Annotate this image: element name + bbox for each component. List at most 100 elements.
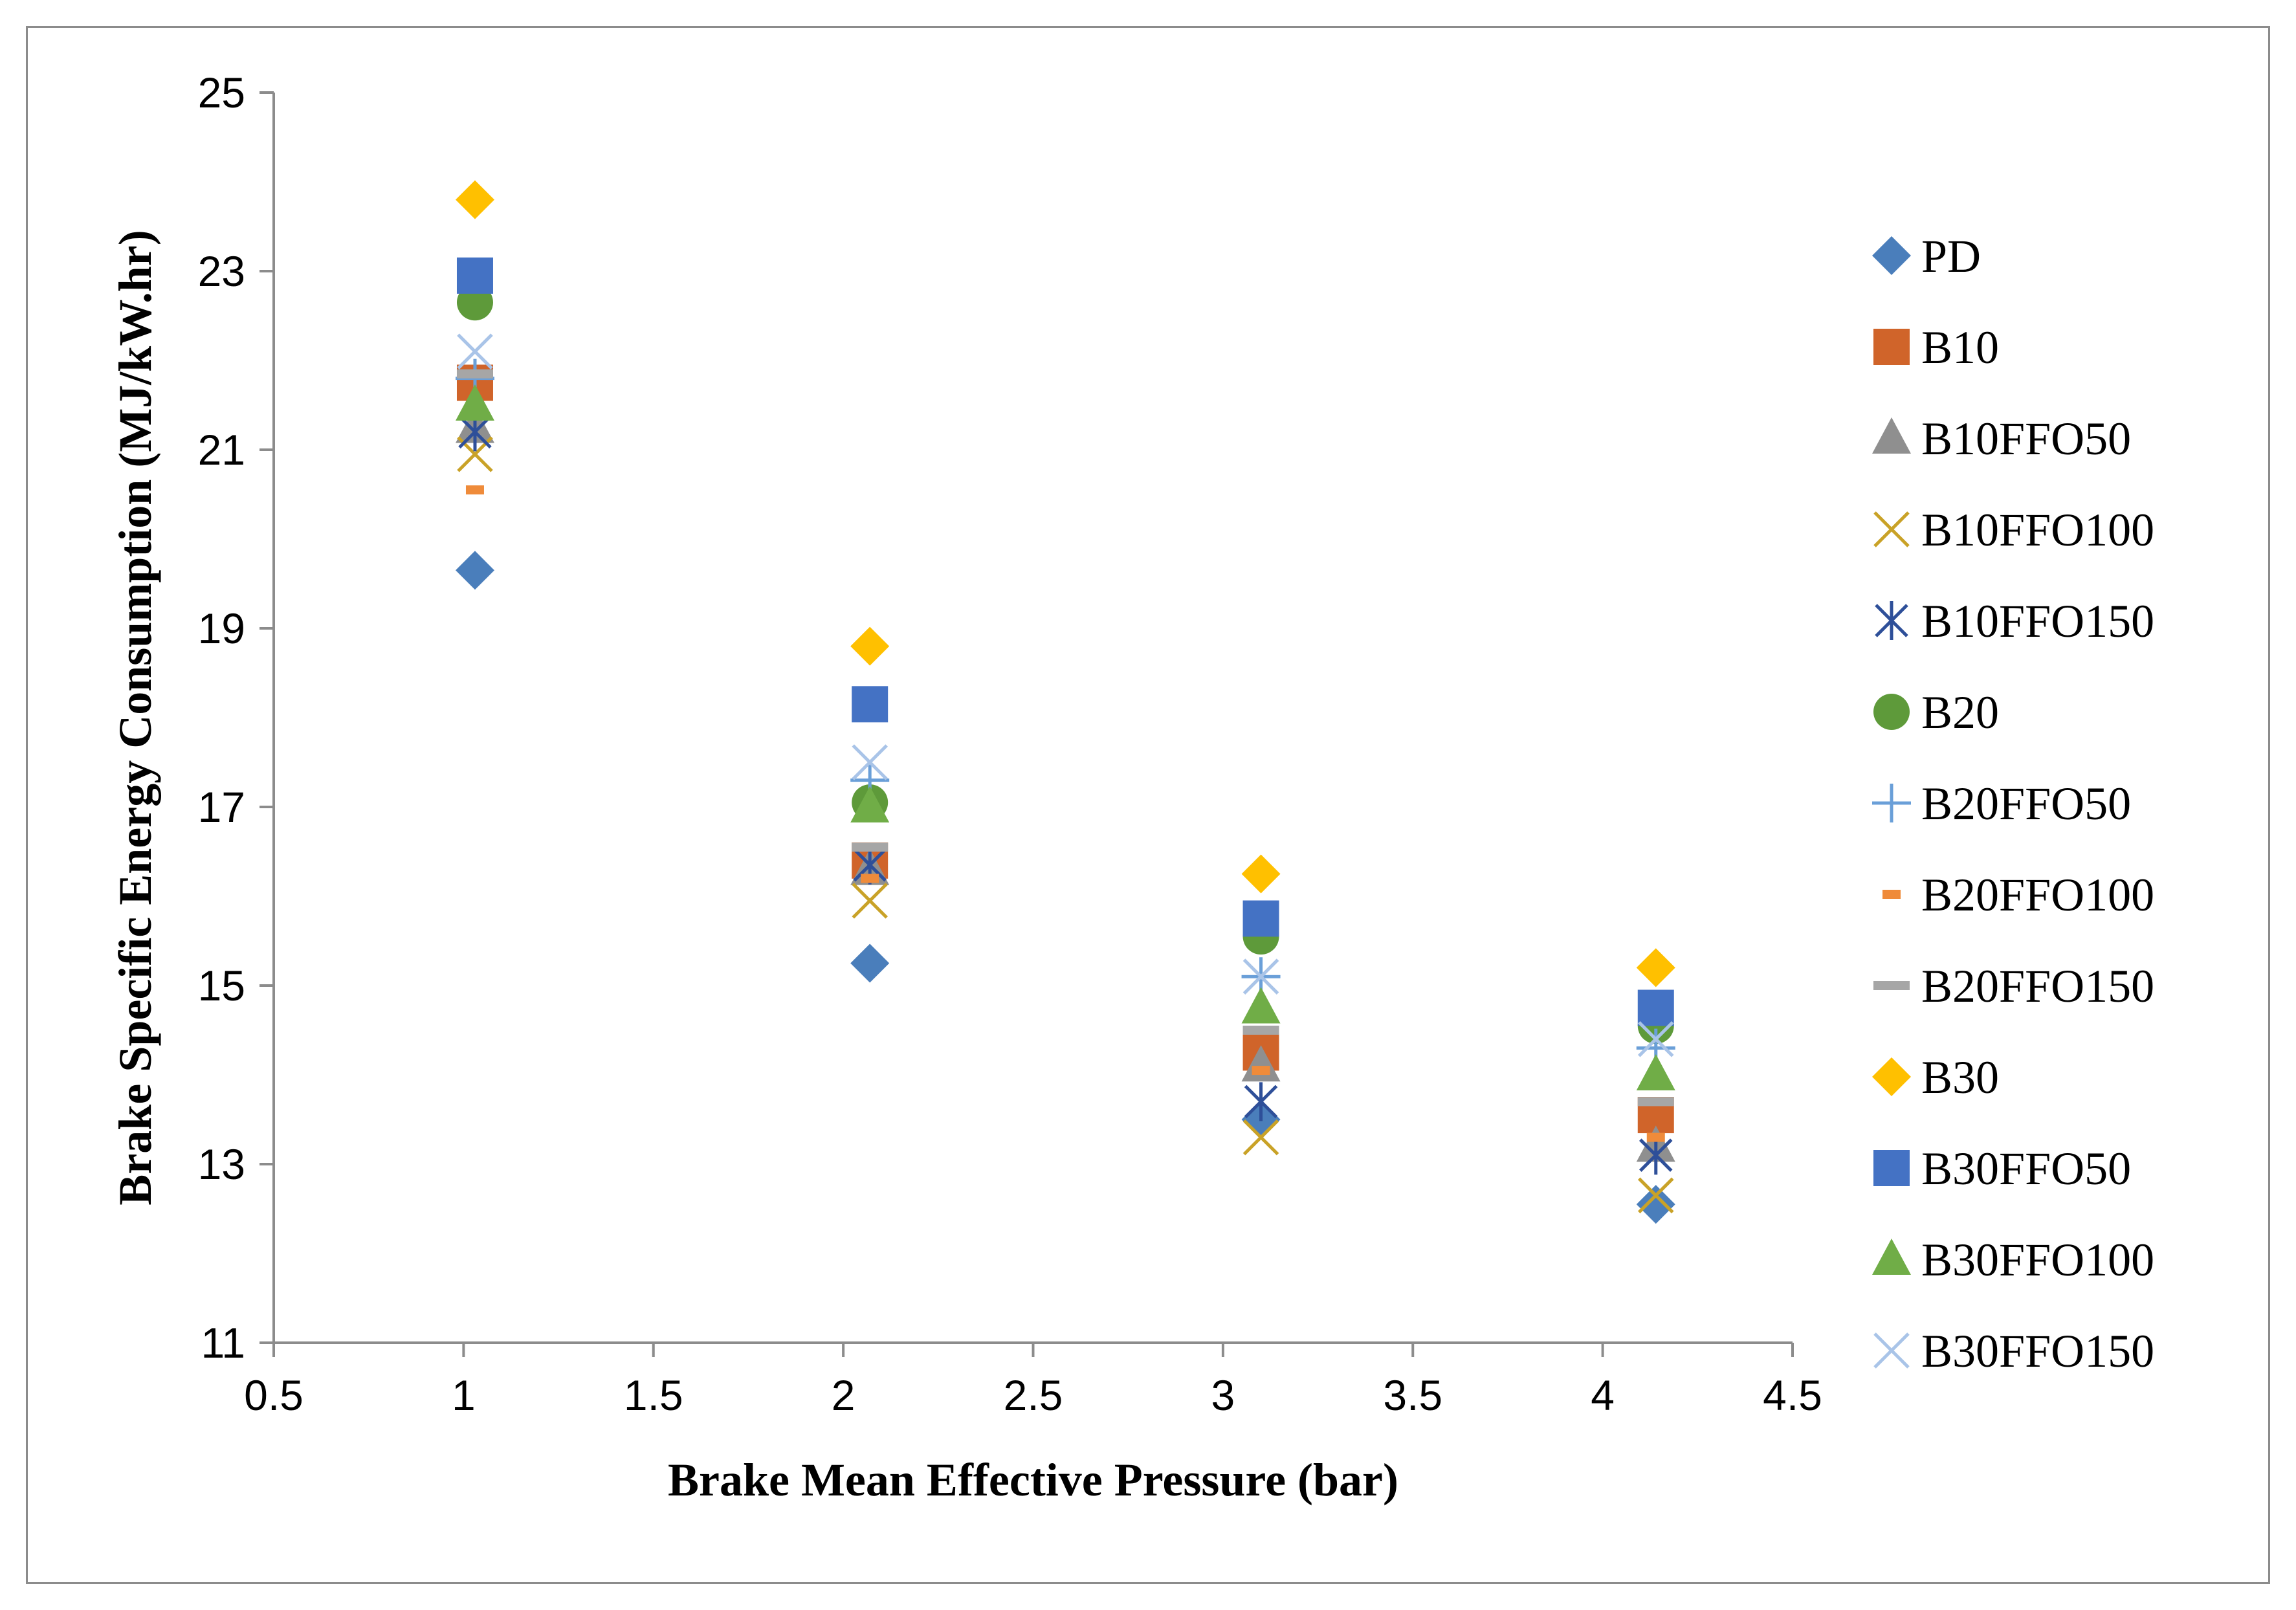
legend-marker-b30ffo100	[1872, 1239, 1911, 1275]
x-tick-label: 2	[832, 1371, 855, 1419]
point-b30ffo50	[1637, 989, 1674, 1026]
legend-marker-b20ffo50	[1872, 784, 1911, 822]
point-b30ffo100	[455, 384, 494, 421]
series-b30ffo100	[455, 384, 1675, 1090]
y-tick-label: 19	[198, 604, 245, 652]
point-b10ffo150	[1639, 1136, 1673, 1175]
legend-marker-b30ffo150	[1873, 1332, 1910, 1369]
point-pd	[1636, 1185, 1675, 1224]
y-axis-title: Brake Specific Energy Consumption (MJ/kW…	[109, 230, 161, 1205]
legend-item: B10	[1873, 322, 1999, 373]
y-tick-label: 15	[198, 962, 245, 1009]
legend-marker-pd	[1872, 236, 1911, 275]
legend-item: B20FFO100	[1882, 869, 2154, 921]
point-b30	[850, 626, 890, 666]
legend-item: B20FFO50	[1872, 778, 2131, 830]
series-b20ffo100	[465, 485, 1665, 1142]
point-b30ffo150	[1242, 958, 1279, 995]
x-tick-label: 4	[1591, 1371, 1615, 1419]
point-b10ffo50	[1241, 1045, 1281, 1082]
point-b30	[1241, 854, 1281, 894]
point-b30ffo100	[850, 786, 890, 822]
scatter-chart: 11 13 15 17 19 21 23 25 0.5 1 1.5 2 2.5 3 3.5 4 4.5 Bra…	[109, 69, 2154, 1506]
series-b10ffo50	[455, 406, 1675, 1162]
series-b30ffo50	[456, 257, 1674, 1026]
legend-item: B30FFO50	[1873, 1143, 2131, 1195]
series-b10ffo150	[458, 412, 1673, 1175]
legend-label: B10FFO50	[1921, 413, 2131, 465]
legend-marker-b30ffo50	[1873, 1150, 1910, 1186]
legend-item: B10FFO50	[1872, 413, 2131, 465]
legend-marker-b20ffo150	[1873, 981, 1910, 990]
legend-marker-b10ffo50	[1872, 417, 1911, 454]
x-tick-label: 1	[452, 1371, 476, 1419]
y-tick-label: 13	[198, 1140, 245, 1188]
legend-label: B20	[1921, 687, 1999, 738]
point-b20ffo150	[852, 843, 889, 852]
legend: PD B10 B10FFO50 B10FFO100 B10FFO150 B20 B20FFO…	[1872, 230, 2154, 1377]
y-tick-label: 23	[198, 247, 245, 295]
point-b20ffo100	[1252, 1066, 1270, 1075]
point-pd	[455, 551, 494, 590]
axes	[272, 93, 1793, 1344]
x-axis-ticks: 0.5 1 1.5 2 2.5 3 3.5 4 4.5	[244, 1343, 1822, 1419]
point-b20ffo150	[1242, 1026, 1279, 1035]
point-b30ffo150	[852, 744, 888, 780]
legend-marker-b30	[1872, 1057, 1911, 1096]
legend-label: B30	[1921, 1052, 1999, 1103]
point-pd	[850, 943, 890, 983]
point-b10ffo100	[852, 883, 888, 919]
legend-item: B20	[1873, 687, 1999, 738]
point-b20ffo100	[465, 485, 484, 495]
point-b30ffo100	[1636, 1054, 1675, 1090]
legend-label: B30FFO150	[1921, 1325, 2154, 1377]
series-b20	[456, 284, 1674, 1044]
legend-item: PD	[1872, 230, 1981, 282]
x-axis-title: Brake Mean Effective Pressure (bar)	[668, 1454, 1398, 1506]
series-pd	[455, 551, 1675, 1224]
legend-marker-b10	[1873, 329, 1910, 365]
legend-label: B10FFO150	[1921, 595, 2154, 647]
legend-item: B30FFO100	[1872, 1234, 2154, 1286]
chart-frame: 11 13 15 17 19 21 23 25 0.5 1 1.5 2 2.5 3 3.5 4 4.5 Bra…	[26, 26, 2270, 1584]
y-tick-label: 11	[201, 1319, 245, 1367]
point-b20ffo150	[1637, 1097, 1674, 1107]
x-tick-label: 2.5	[1004, 1371, 1063, 1419]
point-b30	[455, 180, 494, 219]
legend-label: B10	[1921, 322, 1999, 373]
legend-label: B10FFO100	[1921, 504, 2154, 556]
point-b30ffo150	[1638, 1021, 1674, 1057]
point-b30ffo100	[1241, 987, 1281, 1024]
legend-label: B20FFO150	[1921, 960, 2154, 1012]
y-tick-label: 21	[198, 426, 245, 474]
legend-item: B10FFO100	[1873, 504, 2154, 556]
x-tick-label: 3.5	[1383, 1371, 1442, 1419]
point-b30ffo150	[457, 333, 493, 369]
series-b20ffo150	[456, 369, 1674, 1107]
legend-label: B30FFO100	[1921, 1234, 2154, 1286]
legend-marker-b10ffo100	[1873, 511, 1910, 547]
point-b30	[1636, 948, 1675, 987]
legend-item: B10FFO150	[1875, 595, 2154, 647]
data-points	[455, 180, 1675, 1224]
series-b20ffo50	[455, 358, 1675, 1068]
series-b10ffo100	[457, 436, 1674, 1214]
x-tick-label: 3	[1211, 1371, 1235, 1419]
legend-marker-b10ffo150	[1875, 601, 1908, 640]
legend-marker-b20ffo100	[1882, 890, 1901, 899]
legend-item: B20FFO150	[1873, 960, 2154, 1012]
legend-item: B30FFO150	[1873, 1325, 2154, 1377]
point-b20ffo150	[456, 369, 493, 379]
point-b30ffo50	[1242, 900, 1279, 937]
x-tick-label: 0.5	[244, 1371, 304, 1419]
x-tick-label: 4.5	[1763, 1371, 1822, 1419]
point-b10ffo100	[1242, 1119, 1279, 1156]
legend-label: B20FFO100	[1921, 869, 2154, 921]
series-b30	[455, 180, 1675, 987]
legend-label: PD	[1921, 230, 1981, 282]
series-b10	[456, 364, 1674, 1134]
point-b30ffo50	[852, 686, 889, 723]
point-b10ffo100	[1638, 1177, 1674, 1214]
point-b20ffo100	[861, 874, 879, 883]
point-b20ffo100	[1646, 1132, 1665, 1142]
